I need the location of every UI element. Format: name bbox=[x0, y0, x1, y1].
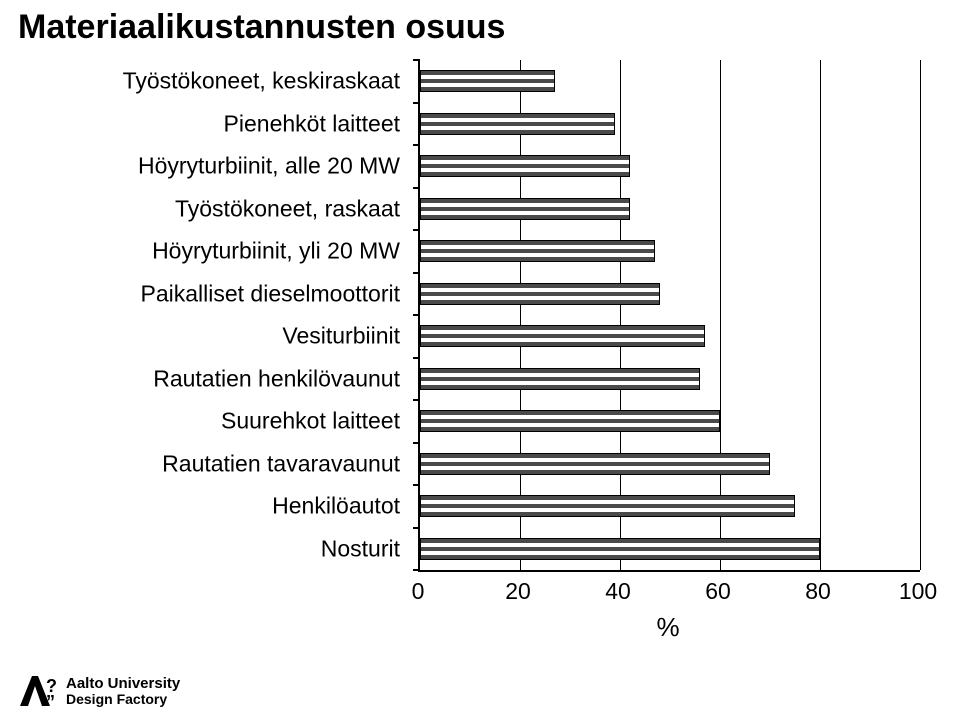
bar-stripe bbox=[421, 470, 769, 474]
bar-stripe bbox=[421, 454, 769, 458]
bar-stripe bbox=[421, 369, 699, 373]
category-label: Höyryturbiinit, yli 20 MW bbox=[18, 238, 408, 265]
bar-stripe bbox=[421, 555, 819, 559]
x-tick-label: 40 bbox=[605, 578, 631, 605]
bar-stripe bbox=[421, 326, 704, 330]
x-tick-label: 60 bbox=[705, 578, 731, 605]
svg-text:”: ” bbox=[46, 692, 55, 710]
y-tick bbox=[413, 442, 420, 444]
category-label: Höyryturbiinit, alle 20 MW bbox=[18, 153, 408, 180]
bar-stripe bbox=[421, 334, 704, 338]
bar-stripe bbox=[421, 172, 629, 176]
y-tick bbox=[413, 527, 420, 529]
bar-stripe bbox=[421, 300, 659, 304]
bar bbox=[420, 283, 660, 305]
bar-stripe bbox=[421, 411, 719, 415]
bar bbox=[420, 198, 630, 220]
x-tick-label: 20 bbox=[505, 578, 531, 605]
category-label: Työstökoneet, keskiraskaat bbox=[18, 68, 408, 95]
bar bbox=[420, 410, 720, 432]
y-tick bbox=[413, 229, 420, 231]
grid-line bbox=[720, 60, 721, 570]
bar bbox=[420, 495, 795, 517]
category-label: Suurehkot laitteet bbox=[18, 408, 408, 435]
slide-title: Materiaalikustannusten osuus bbox=[18, 8, 505, 47]
footer-logo: ? ” Aalto University Design Factory bbox=[14, 672, 180, 710]
bar-stripe bbox=[421, 504, 794, 508]
bar-stripe bbox=[421, 512, 794, 516]
plot-area bbox=[418, 60, 920, 572]
bar-stripe bbox=[421, 539, 819, 543]
bar bbox=[420, 113, 615, 135]
bar-stripe bbox=[421, 199, 629, 203]
bar bbox=[420, 155, 630, 177]
x-tick-label: 80 bbox=[805, 578, 831, 605]
x-tick-label: 100 bbox=[899, 578, 937, 605]
x-tick-label: 0 bbox=[412, 578, 425, 605]
bar-stripe bbox=[421, 79, 554, 83]
y-tick bbox=[413, 144, 420, 146]
bar-stripe bbox=[421, 385, 699, 389]
bar bbox=[420, 240, 655, 262]
bar-stripe bbox=[421, 71, 554, 75]
logo-line2: Design Factory bbox=[66, 692, 180, 707]
bar-stripe bbox=[421, 462, 769, 466]
slide: Materiaalikustannusten osuus Työstökonee… bbox=[0, 0, 960, 722]
logo-mark-icon: ? ” bbox=[14, 672, 58, 710]
category-label: Rautatien tavaravaunut bbox=[18, 450, 408, 477]
bar-stripe bbox=[421, 547, 819, 551]
category-label: Henkilöautot bbox=[18, 493, 408, 520]
bar-stripe bbox=[421, 377, 699, 381]
category-label: Pienehköt laitteet bbox=[18, 110, 408, 137]
bar-stripe bbox=[421, 292, 659, 296]
y-tick bbox=[413, 102, 420, 104]
bar bbox=[420, 70, 555, 92]
category-label: Työstökoneet, raskaat bbox=[18, 195, 408, 222]
bar bbox=[420, 368, 700, 390]
bar bbox=[420, 453, 770, 475]
bar-stripe bbox=[421, 207, 629, 211]
bar-stripe bbox=[421, 257, 654, 261]
category-label: Paikalliset dieselmoottorit bbox=[18, 280, 408, 307]
grid-line bbox=[820, 60, 821, 570]
bar-stripe bbox=[421, 249, 654, 253]
grid-line bbox=[520, 60, 521, 570]
bar bbox=[420, 325, 705, 347]
bar-stripe bbox=[421, 241, 654, 245]
y-tick bbox=[413, 569, 420, 571]
y-tick bbox=[413, 357, 420, 359]
bar-stripe bbox=[421, 342, 704, 346]
grid-line bbox=[620, 60, 621, 570]
category-label: Rautatien henkilövaunut bbox=[18, 365, 408, 392]
y-tick bbox=[413, 59, 420, 61]
category-label: Nosturit bbox=[18, 535, 408, 562]
y-tick bbox=[413, 399, 420, 401]
y-tick bbox=[413, 187, 420, 189]
bar-stripe bbox=[421, 87, 554, 91]
bar-stripe bbox=[421, 122, 614, 126]
y-tick bbox=[413, 314, 420, 316]
grid-line bbox=[920, 60, 921, 570]
y-tick bbox=[413, 272, 420, 274]
bar-stripe bbox=[421, 427, 719, 431]
bar-stripe bbox=[421, 496, 794, 500]
y-tick bbox=[413, 484, 420, 486]
chart: Työstökoneet, keskiraskaat Pienehköt lait… bbox=[18, 60, 938, 620]
category-labels: Työstökoneet, keskiraskaat Pienehköt lait… bbox=[18, 60, 408, 570]
bar-stripe bbox=[421, 130, 614, 134]
bar-stripe bbox=[421, 284, 659, 288]
logo-line1: Aalto University bbox=[66, 676, 180, 692]
bar-stripe bbox=[421, 164, 629, 168]
bar bbox=[420, 538, 820, 560]
category-label: Vesiturbiinit bbox=[18, 323, 408, 350]
bar-stripe bbox=[421, 156, 629, 160]
bar-stripe bbox=[421, 215, 629, 219]
x-axis-title: % bbox=[656, 612, 679, 643]
logo-text: Aalto University Design Factory bbox=[66, 676, 180, 706]
bar-stripe bbox=[421, 114, 614, 118]
bar-stripe bbox=[421, 419, 719, 423]
